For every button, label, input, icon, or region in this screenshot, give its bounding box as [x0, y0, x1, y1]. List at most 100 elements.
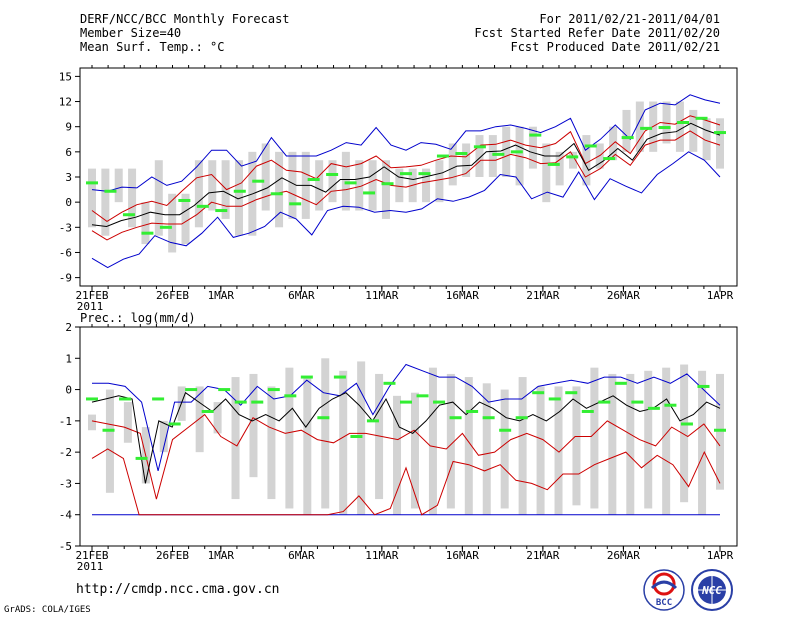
- temperature-panel: -9 -6 -3 0 3 6 9 12 15 21FEB 26FEB 1MAR 6MAR 11MAR 16M…: [59, 65, 738, 313]
- observation-marker: [658, 126, 671, 130]
- observation-marker: [621, 136, 634, 140]
- ensemble-box: [698, 370, 707, 515]
- ensemble-box: [375, 373, 384, 500]
- ensemble-box: [181, 193, 190, 245]
- observation-marker: [640, 126, 653, 130]
- observation-marker: [178, 198, 191, 202]
- observation-marker: [664, 403, 677, 407]
- ensemble-mean-line: [91, 391, 721, 484]
- x-year-label: 2011: [77, 560, 104, 573]
- lower-envelope-line: [91, 448, 721, 516]
- x-tick-label: 21FEB: [75, 289, 108, 302]
- observation-marker: [416, 394, 429, 398]
- y-tick-label: 9: [65, 121, 72, 134]
- observation-marker: [252, 179, 265, 183]
- ensemble-box: [608, 373, 617, 515]
- ncc-logo-text: NCC: [701, 584, 722, 597]
- observation-marker: [383, 381, 396, 385]
- plot-frame: [79, 67, 738, 287]
- ensemble-box: [261, 143, 270, 211]
- observation-marker: [366, 419, 379, 423]
- forecast-range: For 2011/02/21-2011/04/01: [539, 12, 720, 26]
- ensemble-box: [154, 160, 163, 236]
- ensemble-box: [716, 373, 724, 490]
- ensemble-box: [528, 126, 537, 169]
- ensemble-box: [221, 160, 230, 219]
- x-tick-label: 21MAR: [526, 289, 559, 302]
- ensemble-box: [355, 160, 364, 211]
- ensemble-box: [381, 160, 390, 219]
- ensemble-box: [395, 168, 404, 203]
- ensemble-box: [315, 160, 324, 211]
- chart-title: DERF/NCC/BCC Monthly Forecast: [80, 12, 290, 26]
- observation-marker: [400, 400, 412, 404]
- upper-spread-line: [91, 115, 721, 223]
- observation-marker: [647, 406, 660, 410]
- x-tick-label: 1MAR: [208, 549, 235, 562]
- bcc-logo: BCC: [643, 569, 685, 611]
- observation-marker: [473, 145, 486, 149]
- observation-marker: [714, 131, 726, 135]
- observation-marker: [86, 397, 98, 401]
- ensemble-box: [590, 367, 599, 509]
- ensemble-box: [626, 373, 635, 515]
- ensemble-box: [622, 109, 631, 152]
- ensemble-box: [464, 377, 473, 515]
- ensemble-box: [716, 118, 724, 169]
- ensemble-box: [542, 143, 551, 203]
- ensemble-box: [644, 370, 653, 509]
- y-tick-label: -4: [59, 509, 73, 522]
- lower-spread-line: [91, 413, 721, 500]
- x-tick-label: 16MAR: [446, 549, 479, 562]
- observation-marker: [400, 172, 412, 176]
- ensemble-box: [488, 135, 497, 177]
- ensemble-box: [249, 373, 258, 478]
- observation-marker: [697, 384, 710, 388]
- observation-marker: [548, 397, 561, 401]
- observation-marker: [695, 116, 708, 120]
- start-date: Fcst Started Refer Date 2011/02/20: [474, 26, 720, 40]
- ensemble-box: [194, 160, 203, 228]
- header-left: DERF/NCC/BCC Monthly Forecast Member Siz…: [80, 12, 290, 54]
- ensemble-box: [213, 402, 222, 434]
- x-tick-label: 26MAR: [607, 549, 640, 562]
- observation-marker: [515, 416, 528, 420]
- observation-marker: [86, 181, 98, 185]
- ensemble-box: [141, 202, 150, 245]
- ensemble-box: [288, 151, 297, 219]
- y-tick-label: 3: [65, 171, 72, 184]
- header-right: For 2011/02/21-2011/04/01 Fcst Started R…: [474, 12, 720, 54]
- observation-marker: [598, 400, 611, 404]
- observation-marker: [499, 428, 512, 432]
- ensemble-box: [128, 168, 137, 228]
- x-tick-label: 1APR: [707, 549, 734, 562]
- observation-marker: [466, 409, 479, 413]
- observation-marker: [449, 416, 462, 420]
- observation-marker: [333, 375, 346, 379]
- ensemble-box: [662, 367, 671, 515]
- source-url[interactable]: http://cmdp.ncc.cma.gov.cn: [76, 582, 280, 597]
- observation-marker: [119, 397, 132, 401]
- observation-marker: [547, 162, 560, 166]
- ncc-logo: NCC: [691, 569, 733, 611]
- ensemble-box: [635, 101, 644, 152]
- x-tick-label: 26FEB: [156, 549, 189, 562]
- ensemble-box: [208, 160, 217, 211]
- ensemble-box: [114, 168, 123, 203]
- y-tick-label: -6: [59, 246, 72, 259]
- ensemble-mean-line: [91, 122, 721, 228]
- observation-marker: [267, 388, 280, 392]
- observation-marker: [381, 182, 394, 186]
- ensemble-box: [422, 168, 431, 203]
- observation-marker: [492, 152, 505, 156]
- ensemble-box: [502, 126, 511, 177]
- observation-marker: [201, 409, 214, 413]
- ensemble-box: [675, 101, 684, 152]
- ensemble-box: [231, 377, 240, 500]
- x-tick-label: 11MAR: [365, 549, 398, 562]
- x-tick-label: 6MAR: [288, 549, 315, 562]
- y-tick-label: -5: [59, 540, 72, 553]
- y-tick-label: 12: [59, 96, 72, 109]
- observation-marker: [350, 435, 363, 438]
- ensemble-box: [368, 160, 377, 211]
